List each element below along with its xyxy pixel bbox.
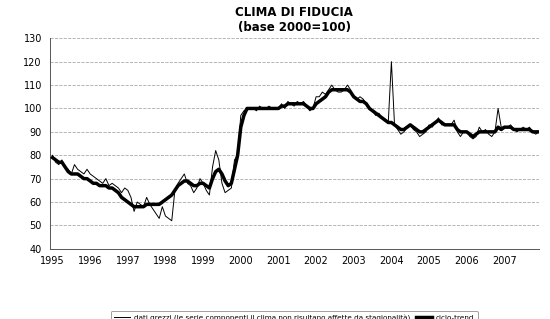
Title: CLIMA DI FIDUCIA
(base 2000=100): CLIMA DI FIDUCIA (base 2000=100) [235,6,353,34]
Legend: dati grezzi (le serie componenti il clima non risultano affette da stagionalità): dati grezzi (le serie componenti il clim… [111,311,477,319]
